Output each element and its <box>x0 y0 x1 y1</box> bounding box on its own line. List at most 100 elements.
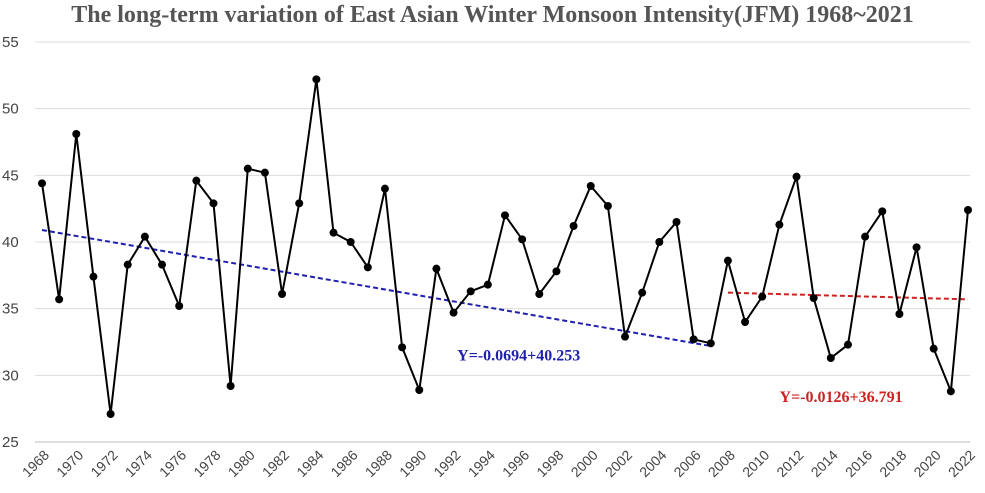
grid-lines <box>35 41 970 443</box>
data-point <box>346 238 355 246</box>
x-tick-label: 1978 <box>190 447 223 480</box>
data-point <box>243 164 252 173</box>
data-point <box>175 302 184 310</box>
x-tick-label: 1970 <box>53 447 86 480</box>
data-point <box>72 130 81 138</box>
data-point <box>432 264 441 273</box>
x-tick-label: 1976 <box>156 447 189 480</box>
data-point <box>929 344 938 353</box>
y-tick-label: 45 <box>2 167 19 184</box>
data-point <box>569 222 578 230</box>
data-point <box>38 179 46 188</box>
x-tick-label: 2000 <box>568 447 601 480</box>
trend-line <box>727 291 969 301</box>
x-tick-label: 1980 <box>225 447 258 480</box>
data-point <box>552 267 561 276</box>
data-point <box>140 232 149 241</box>
data-point <box>312 75 321 84</box>
x-tick-label: 2018 <box>876 447 909 480</box>
x-tick-label: 1984 <box>293 447 326 480</box>
data-point <box>706 339 715 348</box>
data-point <box>621 332 630 341</box>
data-point <box>843 340 852 349</box>
data-point <box>792 172 801 181</box>
y-axis-ticks: 25 30 35 40 45 50 55 <box>2 34 19 451</box>
x-tick-label: 2020 <box>910 447 943 480</box>
data-point <box>758 292 767 301</box>
data-point <box>878 207 887 216</box>
x-tick-label: 1986 <box>327 447 360 480</box>
x-tick-label: 2004 <box>636 447 669 480</box>
x-tick-label: 1972 <box>87 447 120 480</box>
data-point <box>158 260 167 269</box>
data-point <box>964 206 972 214</box>
chart-title: The long-term variation of East Asian Wi… <box>71 2 914 28</box>
x-tick-label: 2010 <box>739 447 772 480</box>
data-point <box>518 235 527 244</box>
data-point <box>89 272 98 281</box>
data-point <box>775 220 784 229</box>
trend-equation-label: Y=-0.0126+36.791 <box>780 389 903 406</box>
data-point <box>278 290 287 298</box>
x-tick-label: 1988 <box>362 447 395 480</box>
data-point <box>689 335 698 344</box>
data-point <box>501 211 509 220</box>
data-point <box>672 218 681 226</box>
x-tick-label: 2002 <box>602 447 635 480</box>
data-point <box>226 382 235 390</box>
x-tick-label: 1974 <box>122 447 155 480</box>
data-point <box>638 288 647 297</box>
data-point <box>809 294 818 302</box>
data-point <box>398 343 407 352</box>
data-point <box>586 182 595 190</box>
data-point <box>55 295 64 304</box>
data-point <box>483 280 492 289</box>
data-point <box>363 263 372 272</box>
y-tick-label: 50 <box>2 101 19 118</box>
x-tick-label: 2012 <box>773 447 806 480</box>
y-tick-label: 55 <box>2 34 19 51</box>
x-tick-label: 1998 <box>533 447 566 480</box>
data-series <box>38 75 972 418</box>
y-tick-label: 25 <box>2 434 19 451</box>
data-point <box>106 410 115 418</box>
x-tick-label: 2014 <box>808 447 841 480</box>
x-tick-label: 1994 <box>465 447 498 480</box>
data-point <box>380 184 389 193</box>
trend-equation-label: Y=-0.0694+40.253 <box>457 348 580 365</box>
data-point <box>415 386 424 394</box>
data-point <box>826 354 835 362</box>
x-tick-label: 2016 <box>842 447 875 480</box>
data-point <box>741 318 750 326</box>
x-tick-label: 1968 <box>19 447 52 480</box>
data-point <box>209 199 218 208</box>
y-tick-label: 40 <box>2 234 19 251</box>
trend-line <box>41 229 711 347</box>
x-tick-label: 1992 <box>430 447 463 480</box>
data-point <box>192 176 201 185</box>
data-point <box>260 168 269 177</box>
data-point <box>861 232 870 241</box>
data-point <box>466 287 475 296</box>
x-tick-label: 1990 <box>396 447 429 480</box>
data-point <box>329 228 338 237</box>
data-point <box>895 310 904 318</box>
x-tick-label: 1996 <box>499 447 532 480</box>
data-point <box>535 290 544 298</box>
y-tick-label: 30 <box>2 367 19 384</box>
x-tick-label: 2008 <box>705 447 738 480</box>
x-tick-label: 2006 <box>670 447 703 480</box>
x-tick-label: 2022 <box>945 447 978 480</box>
data-point <box>295 199 304 208</box>
x-tick-label: 1982 <box>259 447 292 480</box>
data-point <box>912 243 921 252</box>
data-point <box>655 238 664 246</box>
y-tick-label: 35 <box>2 301 19 318</box>
data-point <box>723 256 732 265</box>
trend-equations: Y=-0.0694+40.253 Y=-0.0126+36.791 <box>457 348 903 406</box>
data-point <box>123 260 132 269</box>
data-point <box>946 387 955 396</box>
data-point <box>449 308 458 317</box>
data-point <box>603 202 612 210</box>
